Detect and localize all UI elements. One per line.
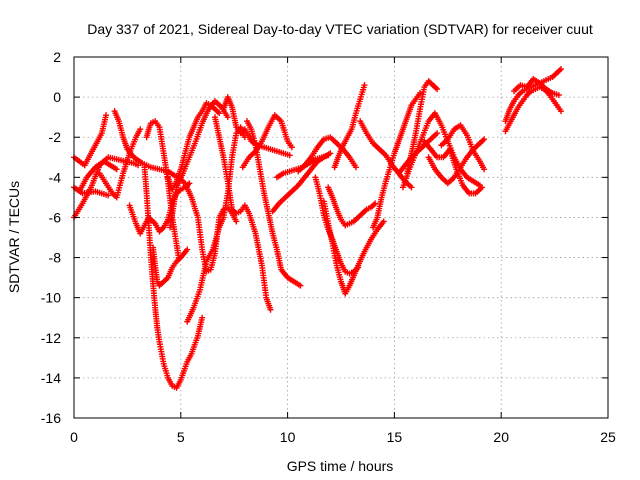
series-sat-08 — [141, 164, 206, 391]
data-point — [478, 184, 485, 191]
data-point — [558, 66, 565, 73]
y-tick-label: -12 — [41, 330, 61, 346]
series-sat-32 — [438, 122, 488, 173]
plot-frame — [73, 56, 609, 419]
series-sat-18 — [244, 118, 304, 289]
data-point — [224, 114, 231, 121]
y-tick-label: 0 — [53, 89, 61, 105]
data-point — [105, 192, 112, 199]
series-sat-26 — [357, 118, 415, 191]
x-tick-label: 20 — [493, 429, 509, 445]
data-points — [71, 66, 565, 391]
x-axis-label: GPS time / hours — [287, 458, 394, 474]
x-tick-label: 5 — [177, 429, 185, 445]
series-sat-15 — [211, 114, 274, 313]
data-point — [288, 144, 295, 151]
y-tick-label: 2 — [53, 49, 61, 65]
x-tick-label: 15 — [387, 429, 403, 445]
series-sat-13 — [167, 98, 231, 231]
data-point — [481, 166, 488, 173]
y-axis-label: SDTVAR / TECUs — [6, 181, 22, 293]
axis-ticks — [73, 56, 609, 419]
data-point — [233, 218, 240, 225]
data-point — [555, 92, 562, 99]
series-sat-16 — [220, 94, 293, 159]
data-point — [408, 184, 415, 191]
series-sat-21 — [295, 134, 359, 175]
y-tick-label: -14 — [41, 370, 61, 386]
data-point — [103, 112, 110, 119]
data-point — [216, 110, 223, 117]
data-point — [267, 306, 274, 313]
y-tick-label: -16 — [41, 410, 61, 426]
x-tick-label: 10 — [280, 429, 296, 445]
data-point — [558, 108, 565, 115]
y-tick-labels: -16 -14 -12 -10 -8 -6 -4 -2 0 2 — [41, 49, 61, 426]
series-sat-10 — [150, 244, 191, 289]
data-point — [352, 164, 359, 171]
y-tick-label: -8 — [49, 250, 62, 266]
y-tick-label: -6 — [49, 209, 62, 225]
series-sat-04 — [77, 158, 120, 193]
y-tick-label: -2 — [49, 129, 62, 145]
chart-title: Day 337 of 2021, Sidereal Day-to-day VTE… — [87, 21, 593, 37]
series-sat-35 — [502, 84, 565, 135]
x-tick-label: 0 — [70, 429, 78, 445]
x-tick-label: 25 — [600, 429, 616, 445]
data-point — [325, 152, 332, 159]
series-sat-36 — [511, 76, 562, 99]
data-point — [135, 162, 142, 169]
y-tick-label: -10 — [41, 290, 61, 306]
data-point — [380, 218, 387, 225]
series-sat-33 — [425, 136, 488, 187]
data-point — [481, 136, 488, 143]
series-sat-27 — [370, 90, 424, 231]
y-tick-label: -4 — [49, 169, 62, 185]
data-point — [434, 130, 441, 137]
x-tick-labels: 0 5 10 15 20 25 — [70, 429, 616, 445]
series-sat-24 — [331, 82, 368, 171]
data-point — [361, 82, 368, 89]
series-sat-17 — [239, 112, 295, 171]
series-sat-06 — [111, 108, 184, 181]
data-point — [199, 314, 206, 321]
data-point — [434, 86, 441, 93]
series-sat-25 — [325, 184, 379, 229]
data-point — [113, 166, 120, 173]
data-point — [137, 126, 144, 133]
data-point — [184, 246, 191, 253]
series-sat-23 — [320, 198, 387, 297]
data-point — [297, 282, 304, 289]
data-point — [286, 152, 293, 159]
